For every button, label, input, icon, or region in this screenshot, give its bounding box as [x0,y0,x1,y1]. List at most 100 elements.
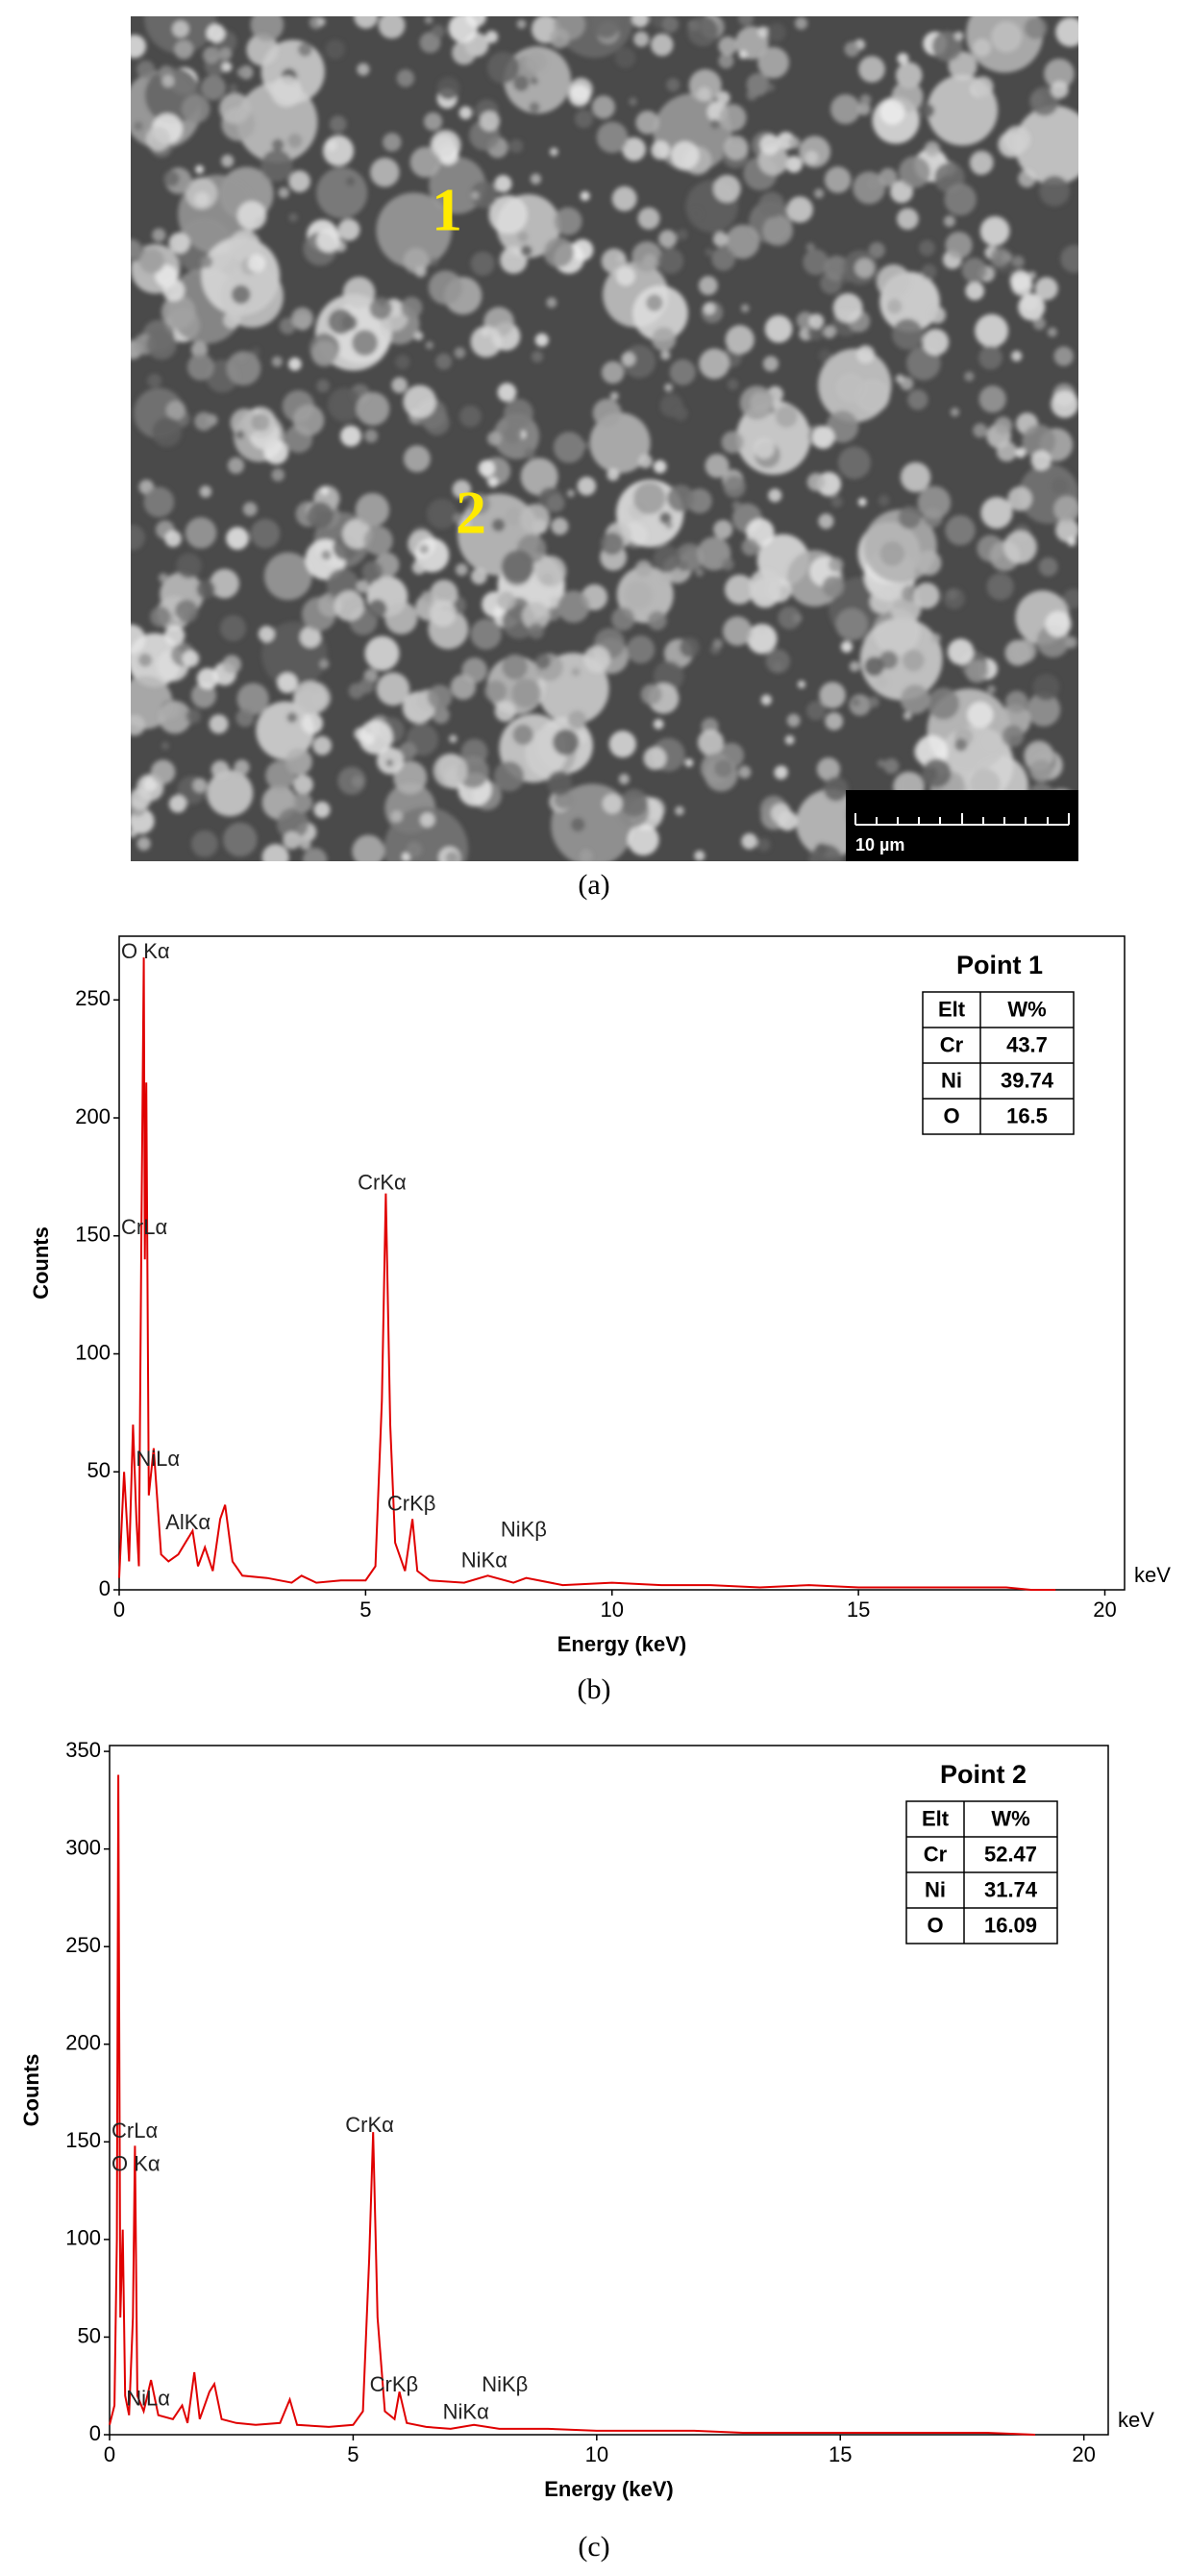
sem-grain [927,687,960,720]
sem-grain [675,805,684,816]
sem-grain [376,672,410,706]
sem-grain [493,760,525,792]
sem-grain [1027,692,1061,727]
table-cell: Ni [925,1877,946,1901]
sem-grain [972,76,994,98]
sem-grain [161,741,169,751]
sem-grain [665,521,674,530]
sem-grain [856,345,876,364]
sem-grain [370,158,400,187]
sem-grain [219,615,247,642]
peak-label: NiLα [126,2386,170,2410]
sem-grain [543,236,575,268]
sem-grain [356,580,370,594]
sem-grain [759,134,780,156]
sem-grain [221,154,235,168]
sem-grain [822,576,845,599]
sem-grain [553,432,585,463]
sem-grain [900,684,930,714]
table-cell: 16.5 [1006,1103,1048,1127]
sem-grain [660,350,671,360]
y-axis-label: Counts [19,2054,43,2127]
sem-grain [571,667,581,678]
y-tick-label: 250 [65,1933,101,1957]
sem-grain [258,626,275,643]
sem-grain [496,591,516,610]
sem-grain [164,530,182,548]
sem-grain [152,417,183,447]
sem-grain [606,468,620,482]
sem-grain [138,248,165,274]
sem-grain [694,850,705,861]
sem-grain [878,494,890,507]
sem-grain [657,248,684,274]
sem-grain [484,680,507,703]
sem-grain [1007,486,1032,511]
sem-grain [621,352,636,367]
sem-grain [152,228,166,242]
sem-grain [589,412,651,474]
sem-grain [577,476,597,496]
sem-grain [226,527,249,550]
spectrum-line [118,957,1056,1591]
sem-grain [987,684,996,694]
sem-grain [226,351,261,386]
sem-grain [341,314,358,332]
sem-grain [892,318,924,350]
sem-grain [159,573,168,583]
sem-grain [849,694,871,716]
sem-grain [391,377,408,393]
sem-grain [924,140,941,158]
sem-grain [647,610,667,631]
sem-grain [1044,58,1075,89]
sem-grain [666,78,681,92]
sem-grain [549,147,558,157]
sem-grain [762,215,794,246]
x-axis-label: Energy (keV) [544,2477,674,2501]
sem-grain [423,111,443,132]
y-tick-label: 350 [65,1738,101,1762]
sem-grain [695,567,705,577]
sem-grain [316,167,368,219]
y-tick-label: 150 [65,2128,101,2152]
y-tick-label: 200 [65,2031,101,2055]
sem-grain [500,246,528,274]
sem-grain [844,41,860,58]
sem-grain [487,477,499,488]
sem-grain [1012,639,1037,663]
x-tick-label: 15 [847,1598,870,1622]
sem-grain [854,258,875,279]
sem-grain [334,590,365,622]
sem-grain [186,708,201,724]
sem-grain [287,357,302,371]
sem-grain [818,349,831,362]
sem-grain [626,635,656,664]
sem-grain [202,46,220,64]
sem-grain [286,711,298,724]
sem-grain [835,607,869,641]
sem-grain [1029,87,1059,116]
sem-grain [947,638,975,665]
sem-grain [718,36,738,56]
sem-grain [765,649,790,674]
sem-grain [757,46,789,79]
sem-grain [1002,725,1025,748]
spectrum-line [109,1774,1036,2436]
sem-grain [738,50,748,60]
sem-grain [340,425,361,447]
sem-grain [530,173,541,185]
sem-grain [494,701,516,722]
sem-grain [182,650,200,668]
sem-grain [383,133,402,152]
sem-grain [803,249,829,276]
sem-grain [172,20,189,38]
sem-grain [478,459,496,477]
sem-grain [1051,390,1078,418]
point-marker: 1 [432,176,462,244]
sem-grain [643,746,667,770]
peak-label: CrKβ [370,2372,419,2396]
sem-grain [705,248,713,257]
y-tick-label: 200 [75,1104,111,1128]
table-title: Point 1 [956,951,1043,979]
sem-grain [1038,557,1058,577]
